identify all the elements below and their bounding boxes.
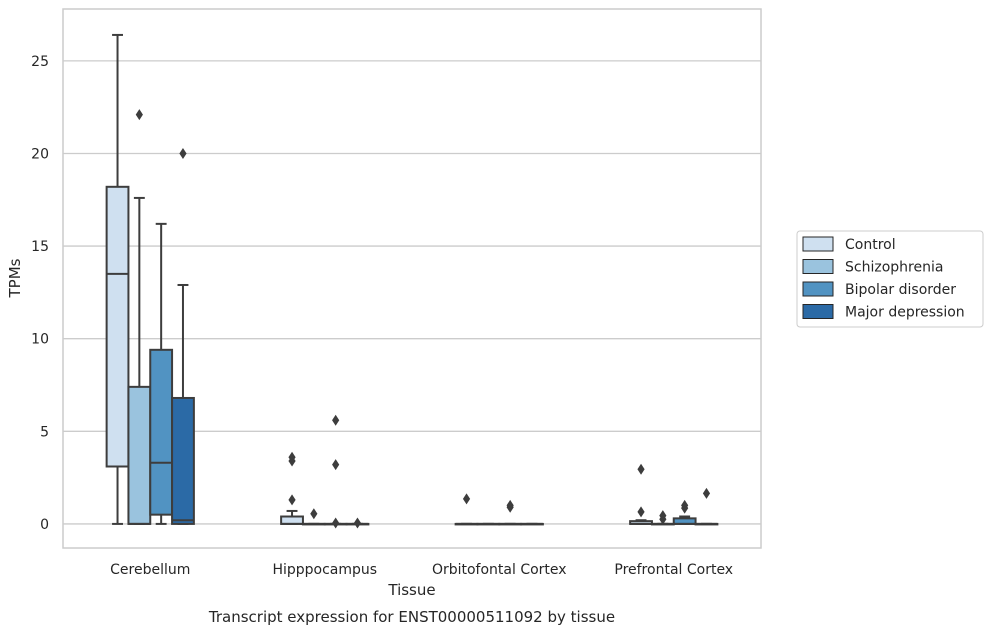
x-axis-ticks: Cerebellum Hipppocampus Orbitofontal Corte… [110, 562, 733, 578]
box-plot [520, 522, 544, 526]
outlier-point [506, 499, 514, 511]
box-plot [323, 414, 348, 529]
y-tick-label: 5 [40, 424, 49, 440]
box-series-group [171, 147, 719, 529]
outlier-point [310, 508, 318, 520]
box-plot [105, 33, 130, 525]
box-iqr [127, 385, 152, 525]
box-plot [127, 109, 152, 525]
legend-label: Schizophrenia [845, 260, 943, 276]
legend-label: Control [845, 237, 896, 253]
x-tick-label: Prefrontal Cortex [614, 562, 733, 578]
legend-swatch [802, 259, 834, 274]
box-series-group [149, 222, 697, 529]
y-axis-ticks: 0 5 10 15 20 25 [31, 54, 49, 533]
chart-caption: Transcript expression for ENST0000051109… [208, 608, 615, 626]
outlier-point [637, 463, 645, 475]
y-tick-label: 15 [31, 239, 49, 255]
outlier-point [135, 109, 143, 121]
outlier-point [637, 506, 645, 518]
legend-swatch [802, 304, 834, 319]
outlier-point [681, 499, 689, 511]
outlier-point [288, 494, 296, 506]
outlier-point [332, 517, 340, 529]
legend: Control Schizophrenia Bipolar disorder Majo… [796, 230, 984, 328]
box-plot [672, 499, 697, 525]
x-tick-label: Cerebellum [110, 562, 190, 578]
box-iqr [105, 185, 130, 468]
y-axis-title: TPMs [6, 258, 24, 298]
legend-frame [796, 230, 984, 328]
box-plot [345, 517, 370, 529]
box-iqr [280, 515, 304, 525]
box-plot [694, 487, 719, 526]
box-series-group [105, 33, 653, 526]
legend-entries: Control Schizophrenia Bipolar disorder Majo… [802, 236, 965, 321]
y-tick-label: 25 [31, 54, 49, 70]
outlier-point [179, 147, 187, 159]
y-tick-label: 0 [40, 517, 49, 533]
y-tick-label: 10 [31, 332, 49, 348]
legend-entry: Control [802, 236, 896, 253]
box-series [105, 33, 719, 529]
legend-label: Major depression [845, 305, 965, 321]
box-plot [629, 463, 653, 525]
legend-entry: Major depression [802, 304, 965, 321]
outlier-point [353, 517, 362, 529]
outlier-point [332, 459, 340, 471]
box-plot [476, 522, 501, 526]
outlier-point [332, 414, 340, 426]
y-tick-label: 20 [31, 146, 49, 162]
outlier-point [659, 510, 667, 522]
box-plot [454, 493, 479, 526]
x-tick-label: Orbitofontal Cortex [432, 562, 567, 578]
outlier-point [702, 487, 711, 499]
box-plot [280, 451, 304, 525]
outlier-point [288, 451, 296, 463]
x-tick-label: Hipppocampus [272, 562, 377, 578]
legend-label: Bipolar disorder [845, 282, 956, 298]
outlier-point [462, 493, 471, 505]
box-iqr [171, 396, 195, 525]
box-iqr [149, 348, 174, 516]
box-plot [301, 508, 326, 526]
box-plot [149, 222, 174, 525]
box-series-group [127, 109, 675, 526]
legend-swatch [802, 281, 834, 297]
box-plot [171, 147, 195, 525]
legend-entry: Bipolar disorder [802, 281, 956, 298]
x-axis-title: Tissue [387, 581, 435, 599]
plot-frame [62, 8, 762, 549]
legend-entry: Schizophrenia [802, 259, 943, 276]
legend-swatch [802, 236, 834, 252]
